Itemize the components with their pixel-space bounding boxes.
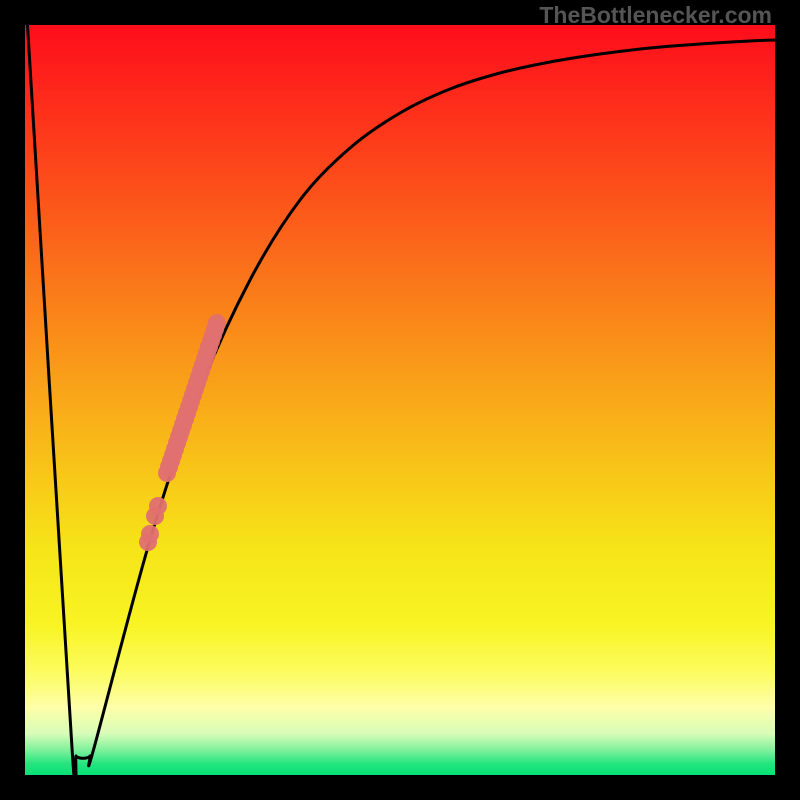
- bottleneck-chart: TheBottlenecker.com: [0, 0, 800, 800]
- chart-svg: [0, 0, 800, 800]
- data-marker: [149, 497, 167, 515]
- data-marker: [141, 525, 159, 543]
- plot-background: [25, 25, 775, 775]
- data-marker: [208, 314, 226, 332]
